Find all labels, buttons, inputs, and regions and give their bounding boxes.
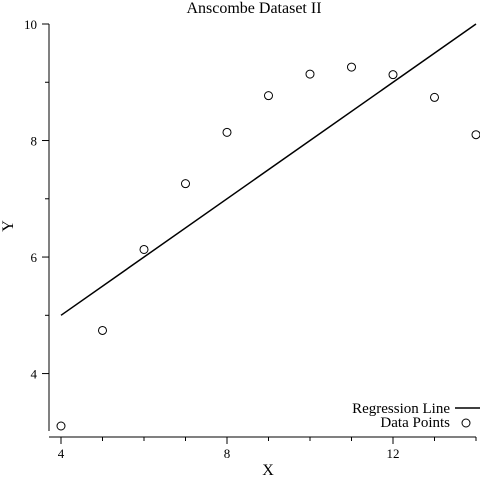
x-axis-label: X (262, 462, 274, 479)
y-tick-label: 6 (31, 250, 38, 265)
data-point (471, 130, 480, 140)
x-tick-label: 12 (387, 446, 400, 461)
legend-point-swatch (461, 418, 471, 428)
x-tick-label: 4 (58, 446, 65, 461)
data-point (98, 325, 107, 335)
legend-label-data-points: Data Points (380, 415, 450, 431)
data-point (305, 69, 315, 79)
y-tick-label: 10 (24, 17, 37, 32)
data-point (388, 70, 398, 80)
data-point (347, 62, 356, 72)
legend: Regression Line Data Points (352, 401, 480, 431)
data-point (181, 179, 190, 189)
chart-title: Anscombe Dataset II (186, 0, 321, 17)
data-point (56, 421, 66, 431)
legend-label-regression-line: Regression Line (352, 401, 450, 417)
regression-line (60, 23, 477, 316)
marks-layer (56, 23, 480, 431)
y-tick-label: 4 (31, 367, 38, 382)
x-tick-label: 8 (224, 446, 231, 461)
data-point (139, 244, 149, 254)
data-point (264, 91, 273, 101)
data-point (430, 92, 439, 102)
y-axis-label: Y (0, 220, 17, 232)
y-tick-label: 8 (31, 134, 38, 149)
data-point (222, 127, 232, 137)
ticks-layer: 4 8 12 4 6 8 10 (24, 17, 477, 461)
